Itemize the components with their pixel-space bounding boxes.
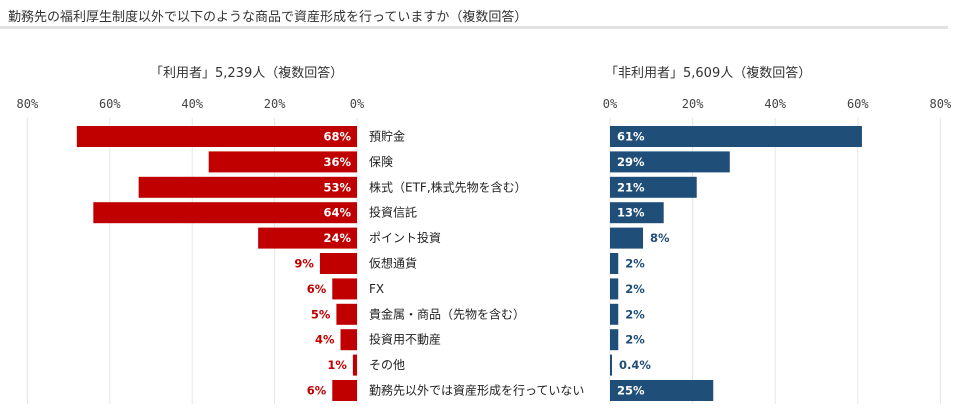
axis-tick-labels: 80% 60% 40% 20% 0% 0% 20% 40% 60% 80% — [17, 97, 952, 111]
category-label: 株式（ETF,株式先物を含む） — [369, 179, 527, 194]
right-bar — [610, 380, 714, 401]
right-data-label: 61% — [617, 130, 645, 144]
right-data-label: 25% — [617, 384, 645, 398]
gridlines — [26, 118, 941, 404]
right-bar — [610, 354, 612, 376]
left-bar — [352, 354, 357, 376]
right-bar — [610, 227, 644, 249]
left-bar — [258, 227, 357, 249]
right-data-label: 8% — [650, 231, 670, 245]
right-tick-label: 0% — [603, 97, 618, 111]
right-bar — [610, 176, 697, 198]
right-data-label: 29% — [617, 155, 645, 169]
left-data-label: 64% — [323, 206, 351, 220]
left-data-label: 1% — [327, 358, 347, 372]
left-bar — [76, 126, 357, 147]
right-bar — [610, 278, 619, 300]
left-bar — [336, 303, 357, 325]
category-label: その他 — [369, 358, 405, 372]
title-divider — [0, 26, 948, 29]
left-bar — [93, 202, 357, 224]
left-bar — [340, 329, 357, 351]
left-tick-label: 0% — [350, 97, 365, 111]
right-bar — [610, 126, 862, 147]
right-tick-label: 60% — [847, 97, 869, 111]
category-label: 仮想通貨 — [369, 256, 417, 271]
right-chart-title: 「非利用者」5,609人（複数回答） — [605, 65, 811, 81]
left-data-label: 24% — [323, 231, 351, 245]
right-data-label: 2% — [625, 282, 645, 296]
right-bar — [610, 202, 664, 224]
left-data-label: 4% — [315, 333, 335, 347]
left-bar — [138, 176, 357, 198]
left-data-label: 53% — [323, 180, 351, 194]
left-data-label: 36% — [323, 155, 351, 169]
category-label: ポイント投資 — [369, 230, 441, 245]
right-bar — [610, 151, 730, 173]
left-data-label: 5% — [311, 307, 331, 321]
category-label: 保険 — [369, 155, 393, 169]
category-label: 投資信託 — [369, 205, 417, 220]
right-data-label: 21% — [617, 180, 645, 194]
left-tick-label: 60% — [99, 97, 121, 111]
right-data-label: 2% — [625, 257, 645, 271]
right-tick-label: 20% — [682, 97, 704, 111]
bars — [76, 126, 862, 401]
left-tick-label: 80% — [17, 97, 39, 111]
category-label: 勤務先以外では資産形成を行っていない — [369, 383, 584, 398]
right-data-label: 2% — [625, 333, 645, 347]
category-label: FX — [369, 282, 384, 296]
left-data-label: 6% — [307, 282, 327, 296]
left-tick-label: 40% — [181, 97, 203, 111]
right-data-label: 13% — [617, 206, 645, 220]
right-tick-label: 40% — [764, 97, 786, 111]
right-data-label: 2% — [625, 307, 645, 321]
left-bar — [332, 278, 357, 300]
left-tick-label: 20% — [264, 97, 286, 111]
category-label: 投資用不動産 — [369, 332, 441, 347]
left-data-label: 9% — [294, 257, 314, 271]
category-label: 貴金属・商品（先物を含む） — [369, 306, 525, 321]
left-bar — [332, 380, 357, 401]
right-bar — [610, 329, 619, 351]
left-bar — [208, 151, 357, 173]
right-bar — [610, 303, 619, 325]
left-bar — [319, 253, 357, 274]
left-data-label: 6% — [307, 384, 327, 398]
left-chart-title: 「利用者」5,239人（複数回答） — [150, 65, 343, 81]
right-bar — [610, 253, 619, 274]
data-labels: 68% 61% 36% 29% 53% 21% 64% 13% 24% 8% 9% 2% 6% 2% 5% 2… — [294, 130, 670, 398]
right-data-label: 0.4% — [619, 358, 651, 372]
left-data-label: 68% — [323, 130, 351, 144]
page-title: 勤務先の福利厚生制度以外で以下のような商品で資産形成を行っていますか（複数回答） — [8, 10, 528, 25]
category-label: 預貯金 — [369, 129, 405, 144]
right-tick-label: 80% — [930, 97, 952, 111]
